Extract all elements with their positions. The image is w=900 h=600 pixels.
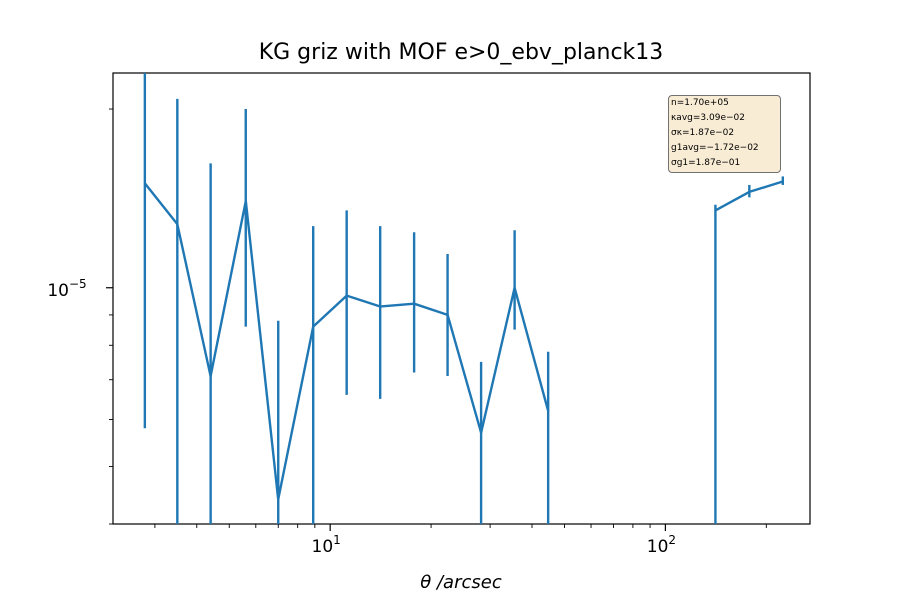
y-tick-label: 10−5 (47, 277, 86, 301)
axis-ticks: 101 102 10−5 (47, 108, 767, 557)
annotation-sigma-g1: σg1=1.87e−01 (671, 158, 741, 168)
plot-frame (112, 72, 811, 525)
stats-annotation-box (668, 95, 781, 173)
chart-title: KG griz with MOF e>0_ebv_planck13 (259, 40, 664, 65)
annotation-kappa-avg: κavg=3.09e−02 (671, 113, 745, 123)
annotation-n: n=1.70e+05 (671, 98, 729, 108)
series-lines (143, 180, 784, 501)
series-line (714, 180, 784, 212)
annotation-sigma-kappa: σκ=1.87e−02 (671, 128, 735, 138)
annotation-g1-avg: g1avg=−1.72e−02 (671, 143, 759, 153)
x-tick-label: 101 (312, 533, 341, 557)
x-axis-label: θ /arcsec (420, 572, 502, 593)
stats-annotation-text: n=1.70e+05 κavg=3.09e−02 σκ=1.87e−02 g1a… (671, 96, 781, 171)
error-bars (143, 73, 785, 524)
series-line (143, 182, 550, 501)
x-tick-label: 102 (647, 533, 676, 557)
